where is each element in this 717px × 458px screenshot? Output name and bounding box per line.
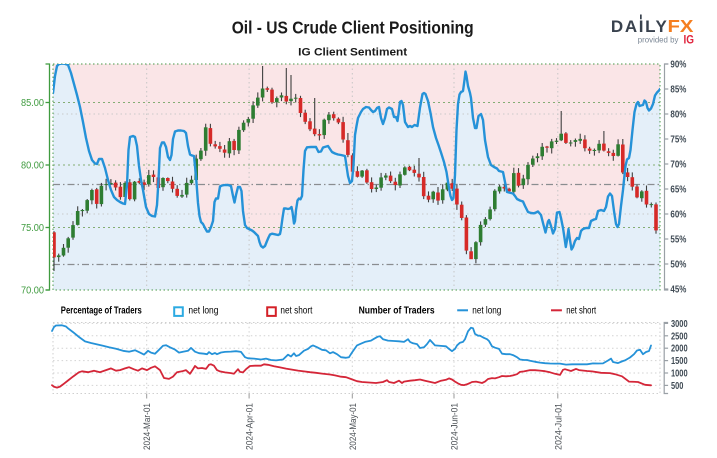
svg-text:net long: net long	[188, 306, 218, 317]
svg-text:net short: net short	[280, 306, 312, 317]
svg-text:65%: 65%	[670, 185, 686, 196]
svg-text:85%: 85%	[670, 85, 686, 96]
svg-text:85.00: 85.00	[21, 98, 44, 109]
svg-text:500: 500	[671, 381, 683, 392]
svg-text:IG: IG	[684, 35, 695, 47]
svg-text:55%: 55%	[670, 235, 686, 246]
svg-text:2024-May-01: 2024-May-01	[348, 403, 358, 450]
svg-text:Percentage of Traders: Percentage of Traders	[61, 306, 142, 317]
svg-text:80.00: 80.00	[21, 161, 44, 172]
svg-text:3000: 3000	[671, 319, 688, 330]
svg-text:1500: 1500	[671, 356, 688, 367]
svg-text:2000: 2000	[671, 344, 688, 355]
svg-text:2500: 2500	[671, 331, 688, 342]
svg-text:Number of Traders: Number of Traders	[359, 306, 435, 317]
svg-text:60%: 60%	[670, 210, 686, 221]
svg-text:IG Client Sentiment: IG Client Sentiment	[298, 47, 407, 59]
svg-text:80%: 80%	[670, 110, 686, 121]
svg-text:2024-Mar-01: 2024-Mar-01	[142, 403, 152, 450]
svg-text:75.00: 75.00	[21, 223, 44, 234]
svg-text:50%: 50%	[670, 260, 686, 271]
svg-text:net short: net short	[566, 306, 596, 317]
svg-text:1000: 1000	[671, 369, 688, 380]
svg-text:2024-Jun-01: 2024-Jun-01	[450, 403, 460, 450]
svg-text:90%: 90%	[670, 60, 686, 71]
svg-text:70.00: 70.00	[21, 286, 44, 297]
svg-text:provided by: provided by	[638, 36, 679, 45]
svg-text:DAILY: DAILY	[611, 17, 668, 36]
svg-text:Oil - US Crude Client Position: Oil - US Crude Client Positioning	[232, 18, 474, 38]
svg-text:45%: 45%	[670, 285, 686, 296]
svg-text:net long: net long	[472, 306, 501, 317]
svg-text:FX: FX	[668, 16, 694, 36]
svg-text:2024-Apr-01: 2024-Apr-01	[245, 403, 255, 450]
svg-text:70%: 70%	[670, 160, 686, 171]
svg-text:75%: 75%	[670, 135, 686, 146]
svg-text:2024-Jul-01: 2024-Jul-01	[553, 403, 563, 450]
